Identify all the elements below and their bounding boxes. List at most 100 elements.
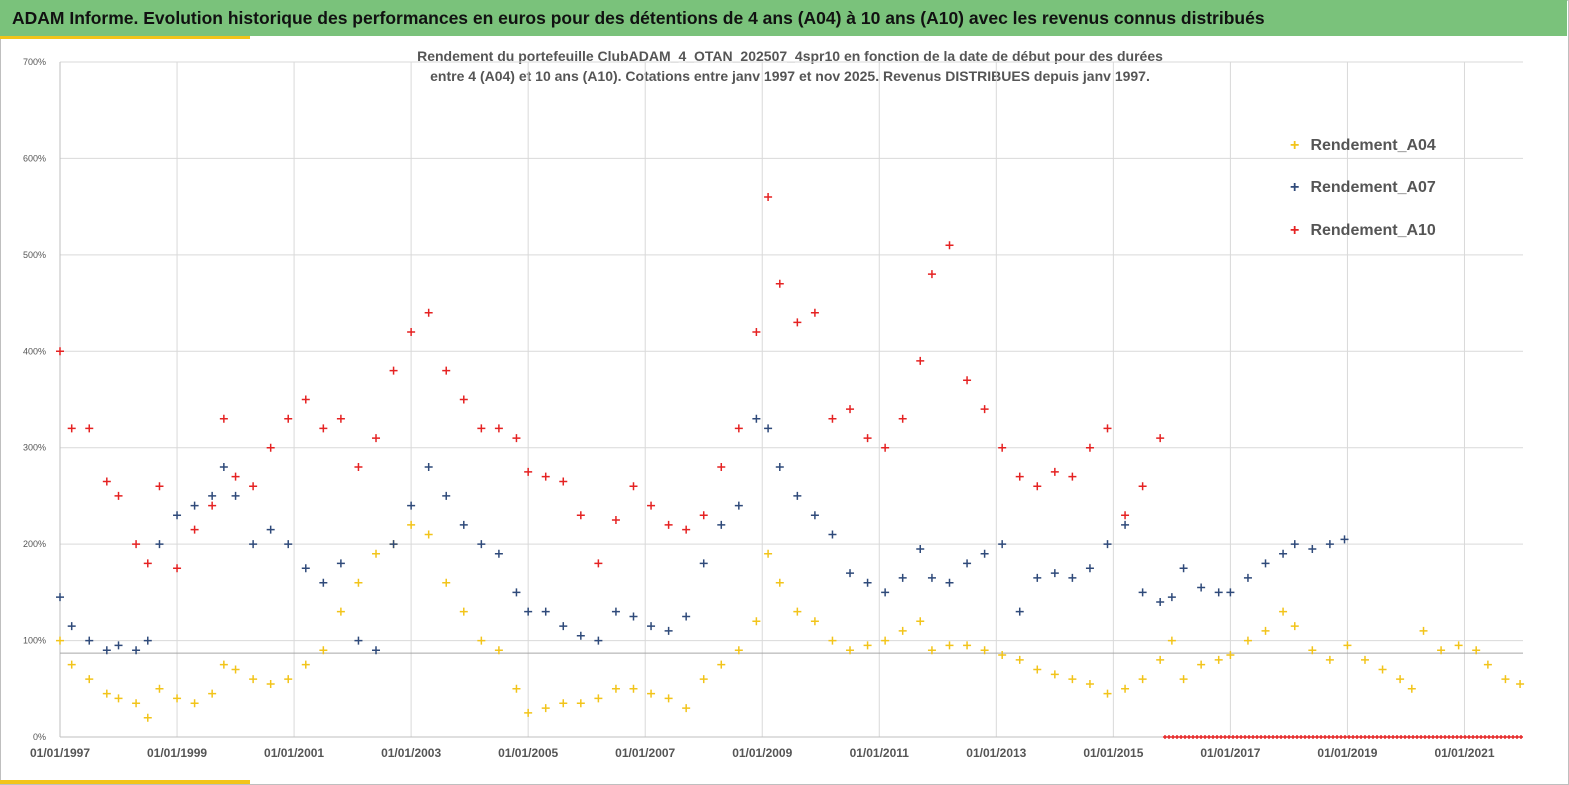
data-point: [998, 443, 1007, 452]
data-point: [682, 525, 691, 534]
baseline-marker: [1447, 735, 1451, 739]
data-point: [102, 689, 111, 698]
x-tick-label: 01/01/2013: [966, 746, 1026, 760]
data-point: [459, 607, 468, 616]
data-point: [1015, 472, 1024, 481]
legend-item-a10: + Rendement_A10: [1290, 222, 1436, 240]
baseline-marker: [1203, 735, 1207, 739]
data-point: [717, 520, 726, 529]
data-point: [477, 424, 486, 433]
data-point: [576, 511, 585, 520]
baseline-marker: [1179, 735, 1183, 739]
data-point: [143, 559, 152, 568]
data-point: [846, 405, 855, 414]
data-point: [810, 308, 819, 317]
data-point: [1156, 434, 1165, 443]
baseline-marker: [1167, 735, 1171, 739]
data-point: [963, 376, 972, 385]
data-point: [301, 395, 310, 404]
data-point: [699, 559, 708, 568]
data-point: [810, 511, 819, 520]
data-point: [828, 414, 837, 423]
data-point: [1033, 482, 1042, 491]
data-point: [576, 699, 585, 708]
baseline-marker: [1323, 735, 1327, 739]
baseline-marker: [1471, 735, 1475, 739]
data-point: [881, 443, 890, 452]
data-point: [114, 491, 123, 500]
data-point: [389, 540, 398, 549]
x-tick-label: 01/01/2019: [1317, 746, 1377, 760]
data-point: [336, 607, 345, 616]
baseline-marker: [1375, 735, 1379, 739]
data-point: [752, 617, 761, 626]
data-point: [1214, 655, 1223, 664]
data-point: [407, 501, 416, 510]
data-point: [541, 607, 550, 616]
data-point: [231, 472, 240, 481]
baseline-marker: [1279, 735, 1283, 739]
y-tick-label: 500%: [23, 250, 46, 260]
baseline-marker: [1259, 735, 1263, 739]
baseline-marker: [1271, 735, 1275, 739]
baseline-marker: [1175, 735, 1179, 739]
data-point: [512, 588, 521, 597]
data-point: [828, 636, 837, 645]
data-point: [664, 694, 673, 703]
data-point: [249, 540, 258, 549]
data-point: [1308, 544, 1317, 553]
baseline-marker: [1395, 735, 1399, 739]
baseline-marker: [1239, 735, 1243, 739]
data-point: [1085, 564, 1094, 573]
baseline-marker: [1459, 735, 1463, 739]
data-point: [155, 540, 164, 549]
data-point: [301, 564, 310, 573]
data-point: [927, 573, 936, 582]
data-point: [56, 347, 64, 356]
data-point: [916, 544, 925, 553]
legend-marker-a07: +: [1290, 179, 1300, 196]
baseline-marker: [1379, 735, 1383, 739]
data-point: [764, 549, 773, 558]
x-tick-label: 01/01/2005: [498, 746, 558, 760]
data-point: [541, 704, 550, 713]
data-point: [524, 607, 533, 616]
baseline-marker: [1299, 735, 1303, 739]
y-tick-label: 0%: [33, 732, 46, 742]
baseline-marker: [1283, 735, 1287, 739]
legend-label-a04: Rendement_A04: [1310, 137, 1436, 154]
data-point: [927, 646, 936, 655]
data-point: [1290, 540, 1299, 549]
data-point: [512, 434, 521, 443]
baseline-marker: [1351, 735, 1355, 739]
data-point: [249, 482, 258, 491]
data-point: [998, 651, 1007, 660]
data-point: [372, 646, 381, 655]
data-point: [407, 520, 416, 529]
data-point: [56, 593, 64, 602]
data-point: [155, 482, 164, 491]
data-point: [647, 501, 656, 510]
data-point: [132, 699, 141, 708]
data-point: [881, 636, 890, 645]
data-point: [1279, 549, 1288, 558]
data-point: [611, 684, 620, 693]
data-point: [629, 482, 638, 491]
data-point: [775, 279, 784, 288]
data-point: [1472, 646, 1481, 655]
baseline-marker: [1495, 735, 1499, 739]
data-point: [459, 520, 468, 529]
accent-bar-top: [0, 36, 250, 39]
data-point: [85, 424, 94, 433]
data-point: [1419, 626, 1428, 635]
baseline-marker: [1227, 735, 1231, 739]
y-tick-label: 100%: [23, 636, 46, 646]
data-point: [301, 660, 310, 669]
data-point: [717, 660, 726, 669]
data-point: [559, 699, 568, 708]
data-point: [1340, 535, 1349, 544]
baseline-marker: [1475, 735, 1479, 739]
baseline-marker: [1451, 735, 1455, 739]
data-point: [775, 578, 784, 587]
baseline-marker: [1211, 735, 1215, 739]
